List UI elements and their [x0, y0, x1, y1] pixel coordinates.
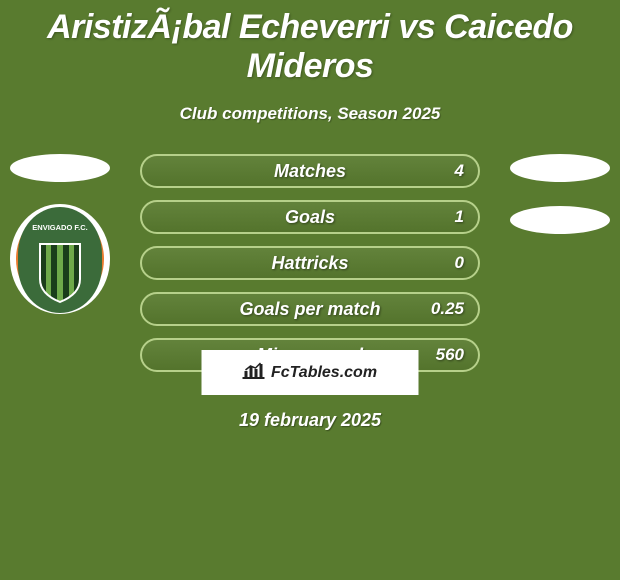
page-title: AristizÃ¡bal Echeverri vs Caicedo Midero… [0, 0, 620, 86]
stat-label: Goals [285, 207, 335, 228]
player1-photo-placeholder [10, 154, 110, 182]
source-banner: FcTables.com [202, 350, 419, 395]
stat-value: 1 [455, 207, 464, 227]
stat-value: 0 [455, 253, 464, 273]
comparison-card: AristizÃ¡bal Echeverri vs Caicedo Midero… [0, 0, 620, 580]
player2-club-placeholder [510, 206, 610, 234]
stat-value: 560 [436, 345, 464, 365]
stat-row: Matches 4 [140, 154, 480, 188]
stat-label: Matches [274, 161, 346, 182]
stat-row: Hattricks 0 [140, 246, 480, 280]
stat-value: 4 [455, 161, 464, 181]
club-badge-svg: ENVIGADO F.C. [10, 204, 110, 314]
subtitle: Club competitions, Season 2025 [0, 104, 620, 124]
stat-row: Goals per match 0.25 [140, 292, 480, 326]
stat-row: Goals 1 [140, 200, 480, 234]
banner-text: FcTables.com [271, 364, 377, 382]
svg-text:ENVIGADO F.C.: ENVIGADO F.C. [32, 223, 87, 232]
stat-label: Goals per match [239, 299, 380, 320]
stat-label: Hattricks [271, 253, 348, 274]
club-badge: ENVIGADO F.C. [10, 204, 110, 314]
date-text: 19 february 2025 [239, 410, 381, 431]
stat-value: 0.25 [431, 299, 464, 319]
player2-photo-placeholder [510, 154, 610, 182]
chart-icon [243, 361, 265, 384]
